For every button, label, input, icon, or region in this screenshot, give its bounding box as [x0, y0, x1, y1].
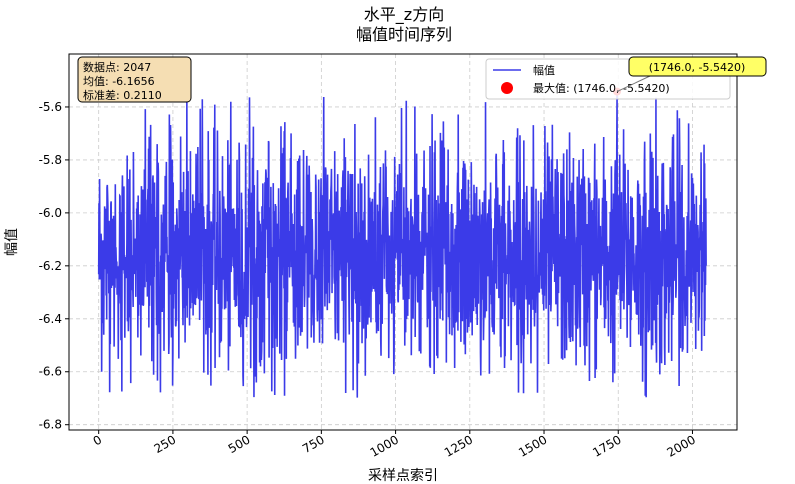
x-tick-label: 1250 — [442, 432, 475, 459]
y-tick-label: -6.4 — [39, 312, 62, 326]
x-tick-label: 2000 — [665, 432, 698, 459]
x-axis-label: 采样点索引 — [368, 467, 438, 484]
max-annotation: (1746.0, -5.5420) — [616, 56, 767, 93]
y-tick-label: -5.6 — [39, 100, 62, 114]
y-axis: -6.8 -6.6 -6.4 -6.2 -6.0 -5.8 -5.6 — [39, 100, 69, 432]
legend-series-label: 幅值 — [533, 64, 555, 77]
y-tick-label: -6.0 — [39, 206, 62, 220]
stats-count: 数据点: 2047 — [83, 60, 151, 74]
y-tick-label: -6.6 — [39, 365, 62, 379]
y-tick-label: -6.2 — [39, 259, 62, 273]
x-tick-label: 1500 — [516, 432, 549, 459]
y-tick-label: -5.8 — [39, 153, 62, 167]
annotation-arrow — [616, 75, 651, 93]
stats-mean: 均值: -6.1656 — [83, 75, 155, 88]
y-axis-label: 幅值 — [4, 228, 20, 256]
legend-max-label: 最大值: (1746.0, -5.5420) — [533, 81, 670, 95]
x-tick-label: 1750 — [590, 432, 623, 459]
chart-title-line1: 水平_z方向 — [364, 5, 444, 25]
x-tick-label: 0 — [91, 432, 105, 448]
y-tick-label: -6.8 — [39, 418, 62, 432]
x-tick-label: 500 — [226, 432, 253, 456]
plot-frame — [68, 53, 738, 431]
annotation-text: (1746.0, -5.5420) — [649, 61, 746, 74]
annotation-box — [628, 56, 767, 77]
series-path — [97, 91, 707, 398]
stats-std: 标准差: 0.2110 — [83, 88, 162, 102]
x-axis: 0 250 500 750 1000 1250 1500 1750 2000 — [91, 430, 698, 460]
legend-max-swatch — [501, 82, 513, 94]
series-line — [97, 91, 707, 398]
x-tick-label: 1000 — [368, 432, 401, 459]
x-tick-label: 750 — [300, 432, 327, 456]
x-tick-label: 250 — [152, 432, 179, 456]
stats-box: 数据点: 2047 均值: -6.1656 标准差: 0.2110 — [77, 56, 192, 103]
chart-title-line2: 幅值时间序列 — [356, 25, 452, 44]
